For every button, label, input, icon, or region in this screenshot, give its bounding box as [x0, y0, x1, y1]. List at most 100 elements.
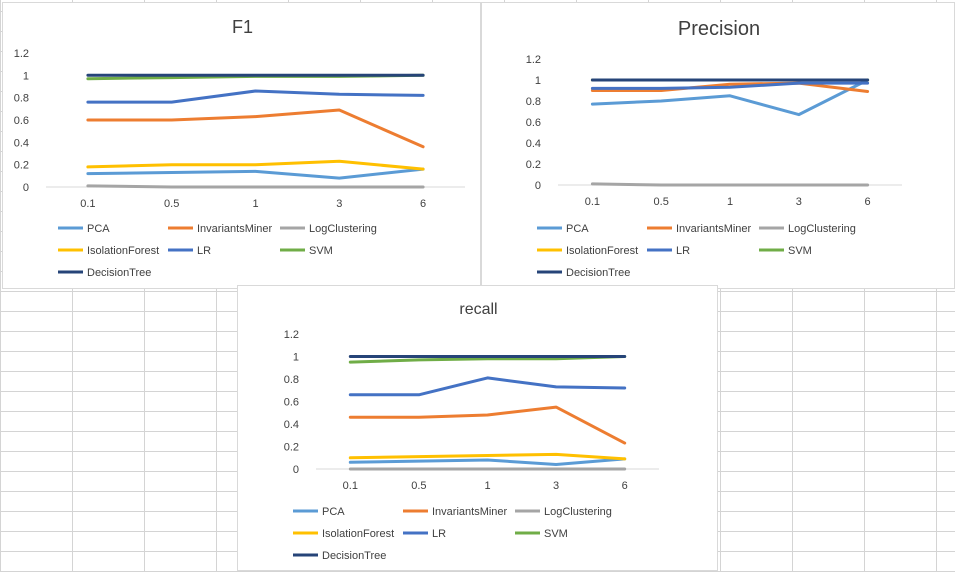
recall-y-tick-label: 0.4 — [284, 419, 299, 431]
precision-series-line-lr — [590, 81, 870, 90]
f1-y-tick-label: 0.4 — [14, 137, 29, 149]
precision-x-tick-label: 0.1 — [585, 196, 600, 208]
precision-chart[interactable]: Precision 0 0.2 0.4 0.6 0.8 1 1.2 0.1 0.5 1 3 6 PCA In… — [481, 2, 955, 289]
precision-legend-label: SVM — [788, 245, 812, 257]
f1-x-tick-label: 0.1 — [80, 198, 95, 210]
precision-y-tick-label: 0.2 — [526, 159, 541, 171]
precision-legend-label: LR — [676, 245, 690, 257]
precision-legend-item-pca[interactable]: PCA — [537, 223, 589, 235]
f1-chart-svg: F1 0 0.2 0.4 0.6 0.8 1 1.2 0.1 0.5 1 3 6 PCA Invariant… — [14, 17, 465, 279]
f1-legend-label: LogClustering — [309, 223, 377, 235]
precision-x-tick-label: 6 — [865, 196, 871, 208]
f1-legend-item-logclustering[interactable]: LogClustering — [280, 223, 377, 235]
precision-series-line-invariantsminer — [590, 81, 870, 93]
recall-chart-svg: recall 0 0.2 0.4 0.6 0.8 1 1.2 0.1 0.5 1 3 6 PCA Invar… — [284, 301, 659, 562]
precision-y-tick-label: 0.8 — [526, 96, 541, 108]
recall-y-tick-label: 0.6 — [284, 397, 299, 409]
precision-x-tick-label: 1 — [727, 196, 733, 208]
precision-series-line-logclustering — [590, 182, 870, 187]
recall-legend-label: InvariantsMiner — [432, 506, 508, 518]
recall-y-tick-label: 1 — [293, 352, 299, 364]
recall-y-tick-label: 0.8 — [284, 374, 299, 386]
f1-legend-label: PCA — [87, 223, 110, 235]
f1-legend-label: DecisionTree — [87, 267, 151, 279]
precision-legend-label: IsolationForest — [566, 245, 638, 257]
precision-legend-item-svm[interactable]: SVM — [759, 245, 812, 257]
f1-chart[interactable]: F1 0 0.2 0.4 0.6 0.8 1 1.2 0.1 0.5 1 3 6 PCA Invariant… — [2, 2, 481, 289]
recall-legend-item-decisiontree[interactable]: DecisionTree — [293, 550, 386, 562]
f1-y-tick-label: 0.2 — [14, 160, 29, 172]
precision-x-tick-label: 3 — [796, 196, 802, 208]
recall-legend-label: PCA — [322, 506, 345, 518]
f1-chart-title: F1 — [232, 17, 253, 37]
f1-series-line-invariantsminer — [86, 108, 425, 149]
precision-chart-svg: Precision 0 0.2 0.4 0.6 0.8 1 1.2 0.1 0.5 1 3 6 PCA In… — [526, 18, 902, 279]
recall-legend-label: LR — [432, 528, 446, 540]
f1-legend-label: IsolationForest — [87, 245, 159, 257]
f1-x-tick-label: 6 — [420, 198, 426, 210]
precision-series-line-pca — [590, 78, 870, 117]
recall-legend-item-lr[interactable]: LR — [403, 528, 446, 540]
precision-legend-label: PCA — [566, 223, 589, 235]
recall-legend-item-svm[interactable]: SVM — [515, 528, 568, 540]
recall-chart-title: recall — [459, 301, 497, 318]
f1-legend-item-decisiontree[interactable]: DecisionTree — [58, 267, 151, 279]
recall-y-tick-label: 0.2 — [284, 442, 299, 454]
recall-legend-label: LogClustering — [544, 506, 612, 518]
recall-series-line-svm — [348, 355, 627, 364]
recall-series-line-invariantsminer — [348, 405, 627, 445]
precision-y-tick-label: 0.6 — [526, 117, 541, 129]
recall-series-line-lr — [348, 376, 627, 397]
f1-legend-item-pca[interactable]: PCA — [58, 223, 110, 235]
recall-series-line-pca — [348, 457, 627, 466]
precision-legend-item-logclustering[interactable]: LogClustering — [759, 223, 856, 235]
precision-legend-item-invariantsminer[interactable]: InvariantsMiner — [647, 223, 752, 235]
recall-x-tick-label: 0.5 — [411, 480, 426, 492]
f1-y-tick-label: 0 — [23, 182, 29, 194]
f1-y-tick-label: 1.2 — [14, 48, 29, 60]
precision-legend-item-decisiontree[interactable]: DecisionTree — [537, 267, 630, 279]
recall-x-tick-label: 0.1 — [343, 480, 358, 492]
recall-legend-label: DecisionTree — [322, 550, 386, 562]
precision-y-tick-label: 1.2 — [526, 54, 541, 66]
precision-x-tick-label: 0.5 — [654, 196, 669, 208]
recall-x-tick-label: 1 — [484, 480, 490, 492]
recall-y-tick-label: 1.2 — [284, 329, 299, 341]
f1-x-tick-label: 3 — [336, 198, 342, 210]
f1-legend-item-lr[interactable]: LR — [168, 245, 211, 257]
recall-legend-item-isolationforest[interactable]: IsolationForest — [293, 528, 394, 540]
precision-legend-label: LogClustering — [788, 223, 856, 235]
precision-y-tick-label: 0 — [535, 180, 541, 192]
f1-y-tick-label: 0.6 — [14, 115, 29, 127]
recall-legend-item-invariantsminer[interactable]: InvariantsMiner — [403, 506, 508, 518]
f1-legend-label: InvariantsMiner — [197, 223, 273, 235]
precision-y-tick-label: 1 — [535, 75, 541, 87]
precision-chart-title: Precision — [678, 18, 760, 40]
f1-y-tick-label: 1 — [23, 70, 29, 82]
recall-chart[interactable]: recall 0 0.2 0.4 0.6 0.8 1 1.2 0.1 0.5 1 3 6 PCA Invar… — [237, 285, 718, 571]
f1-legend-item-svm[interactable]: SVM — [280, 245, 333, 257]
f1-y-tick-label: 0.8 — [14, 93, 29, 105]
recall-legend-label: IsolationForest — [322, 528, 394, 540]
f1-legend-label: LR — [197, 245, 211, 257]
recall-x-tick-label: 3 — [553, 480, 559, 492]
precision-y-tick-label: 0.4 — [526, 138, 541, 150]
recall-series-line-isolationforest — [348, 452, 627, 461]
f1-x-tick-label: 0.5 — [164, 198, 179, 210]
f1-x-tick-label: 1 — [252, 198, 258, 210]
recall-x-tick-label: 6 — [622, 480, 628, 492]
f1-series-line-lr — [86, 89, 425, 104]
precision-legend-label: DecisionTree — [566, 267, 630, 279]
f1-series-line-pca — [86, 167, 425, 180]
f1-legend-item-isolationforest[interactable]: IsolationForest — [58, 245, 159, 257]
precision-legend-item-lr[interactable]: LR — [647, 245, 690, 257]
f1-legend-item-invariantsminer[interactable]: InvariantsMiner — [168, 223, 273, 235]
recall-y-tick-label: 0 — [293, 464, 299, 476]
precision-legend-item-isolationforest[interactable]: IsolationForest — [537, 245, 638, 257]
f1-legend-label: SVM — [309, 245, 333, 257]
f1-series-line-logclustering — [86, 184, 425, 189]
precision-legend-label: InvariantsMiner — [676, 223, 752, 235]
recall-legend-item-pca[interactable]: PCA — [293, 506, 345, 518]
recall-legend-item-logclustering[interactable]: LogClustering — [515, 506, 612, 518]
f1-series-line-isolationforest — [86, 159, 425, 171]
